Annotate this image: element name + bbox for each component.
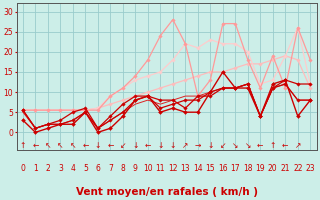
Text: ↖: ↖ <box>70 141 76 150</box>
Text: ←: ← <box>82 141 89 150</box>
Text: ↓: ↓ <box>170 141 176 150</box>
Text: ←: ← <box>257 141 263 150</box>
X-axis label: Vent moyen/en rafales ( km/h ): Vent moyen/en rafales ( km/h ) <box>76 187 258 197</box>
Text: ↖: ↖ <box>57 141 64 150</box>
Text: ←: ← <box>145 141 151 150</box>
Text: ↓: ↓ <box>132 141 139 150</box>
Text: ←: ← <box>107 141 114 150</box>
Text: ↖: ↖ <box>45 141 51 150</box>
Text: ←: ← <box>282 141 289 150</box>
Text: ↓: ↓ <box>157 141 164 150</box>
Text: ←: ← <box>32 141 39 150</box>
Text: ↘: ↘ <box>244 141 251 150</box>
Text: ↓: ↓ <box>207 141 213 150</box>
Text: ↗: ↗ <box>295 141 301 150</box>
Text: ↗: ↗ <box>182 141 188 150</box>
Text: ↓: ↓ <box>95 141 101 150</box>
Text: ↙: ↙ <box>120 141 126 150</box>
Text: →: → <box>195 141 201 150</box>
Text: ↘: ↘ <box>232 141 238 150</box>
Text: ↑: ↑ <box>270 141 276 150</box>
Text: ↑: ↑ <box>20 141 26 150</box>
Text: ↙: ↙ <box>220 141 226 150</box>
